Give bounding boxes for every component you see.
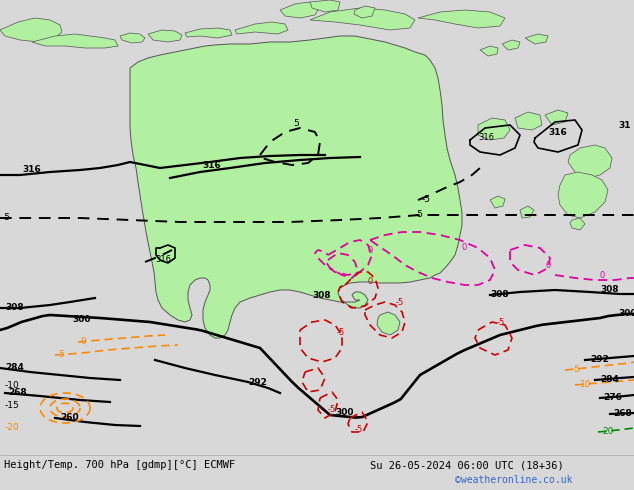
Polygon shape bbox=[502, 40, 520, 50]
Text: 308: 308 bbox=[5, 303, 23, 312]
Polygon shape bbox=[235, 22, 288, 34]
Text: -5: -5 bbox=[355, 425, 363, 434]
Polygon shape bbox=[130, 36, 462, 338]
Text: 284: 284 bbox=[5, 363, 24, 372]
Polygon shape bbox=[568, 145, 612, 178]
Text: 268: 268 bbox=[613, 409, 631, 418]
Text: -5: -5 bbox=[572, 365, 581, 374]
Text: 308: 308 bbox=[312, 291, 330, 300]
Polygon shape bbox=[310, 0, 340, 12]
Text: 316: 316 bbox=[155, 255, 171, 264]
Polygon shape bbox=[520, 206, 534, 218]
Text: 316: 316 bbox=[478, 133, 494, 142]
Polygon shape bbox=[354, 6, 375, 18]
Polygon shape bbox=[185, 28, 232, 38]
Text: 276: 276 bbox=[603, 393, 622, 402]
Text: 0: 0 bbox=[368, 277, 373, 286]
Polygon shape bbox=[377, 312, 400, 335]
Text: 292: 292 bbox=[590, 355, 609, 364]
Text: 284: 284 bbox=[600, 375, 619, 384]
Text: 308: 308 bbox=[490, 290, 508, 299]
Text: -5: -5 bbox=[415, 210, 424, 219]
Text: 0: 0 bbox=[462, 243, 467, 252]
Polygon shape bbox=[558, 172, 608, 218]
Text: 0: 0 bbox=[600, 271, 605, 280]
Text: -5: -5 bbox=[337, 328, 346, 337]
Polygon shape bbox=[310, 8, 415, 30]
Text: 0: 0 bbox=[367, 246, 372, 255]
Text: 0: 0 bbox=[545, 261, 550, 270]
Polygon shape bbox=[480, 46, 498, 56]
Text: -5: -5 bbox=[396, 298, 404, 307]
Text: 316: 316 bbox=[202, 161, 221, 170]
Text: 260: 260 bbox=[60, 413, 79, 422]
Polygon shape bbox=[515, 112, 542, 130]
Text: -5: -5 bbox=[422, 195, 431, 204]
Polygon shape bbox=[120, 33, 145, 43]
Polygon shape bbox=[490, 196, 505, 208]
Text: -5: -5 bbox=[497, 318, 505, 327]
Text: ©weatheronline.co.uk: ©weatheronline.co.uk bbox=[455, 475, 573, 485]
Text: 10: 10 bbox=[580, 380, 592, 389]
Polygon shape bbox=[478, 118, 510, 140]
Polygon shape bbox=[418, 10, 505, 28]
Text: -5: -5 bbox=[2, 213, 11, 222]
Text: 300: 300 bbox=[72, 315, 91, 324]
Text: 31: 31 bbox=[618, 121, 630, 130]
Text: Su 26-05-2024 06:00 UTC (18+36): Su 26-05-2024 06:00 UTC (18+36) bbox=[370, 460, 564, 470]
Text: -10: -10 bbox=[5, 381, 20, 390]
Text: -5: -5 bbox=[57, 350, 66, 359]
Text: 268: 268 bbox=[8, 388, 27, 397]
Text: 300: 300 bbox=[618, 309, 634, 318]
Polygon shape bbox=[0, 18, 62, 42]
Text: 20: 20 bbox=[602, 427, 613, 436]
Text: Height/Temp. 700 hPa [gdmp][°C] ECMWF: Height/Temp. 700 hPa [gdmp][°C] ECMWF bbox=[4, 460, 235, 470]
Polygon shape bbox=[545, 110, 568, 125]
Text: -20: -20 bbox=[5, 423, 20, 432]
Polygon shape bbox=[525, 34, 548, 44]
Text: 5: 5 bbox=[293, 119, 299, 128]
Text: 0: 0 bbox=[80, 337, 86, 346]
Text: -15: -15 bbox=[5, 401, 20, 410]
Text: 292: 292 bbox=[248, 378, 267, 387]
Polygon shape bbox=[32, 34, 118, 48]
Text: -5: -5 bbox=[328, 405, 336, 414]
Polygon shape bbox=[148, 30, 182, 42]
Text: 308: 308 bbox=[600, 285, 619, 294]
Text: 316: 316 bbox=[22, 165, 41, 174]
Polygon shape bbox=[570, 218, 585, 230]
Polygon shape bbox=[280, 2, 320, 18]
Text: 300: 300 bbox=[335, 408, 354, 417]
Text: 316: 316 bbox=[548, 128, 567, 137]
